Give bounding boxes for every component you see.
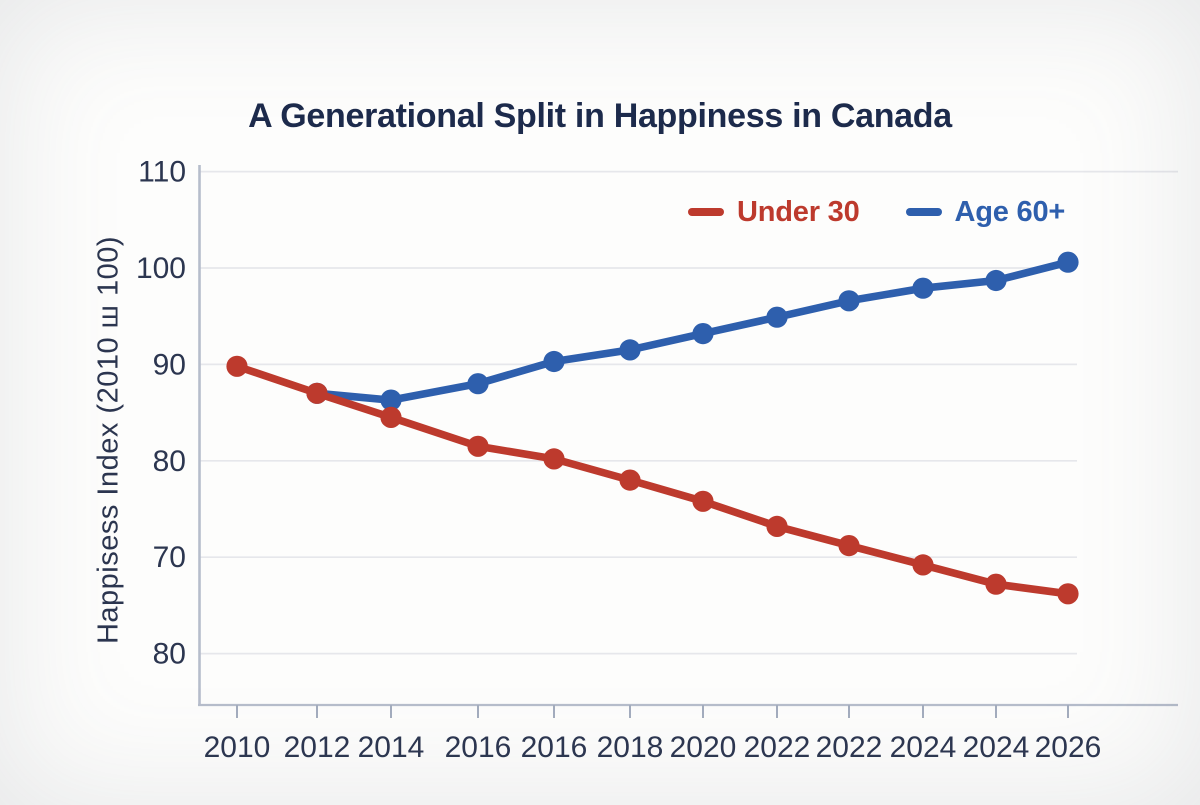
series-line (233, 362, 1072, 598)
x-tick-label: 2022 (816, 731, 883, 764)
data-point (306, 382, 328, 404)
series-age-60- (306, 251, 1079, 411)
x-tick-label: 2024 (890, 731, 957, 764)
y-tick-label: 70 (153, 541, 186, 574)
legend-swatch-under-30-icon (688, 208, 724, 216)
legend-item-under-30: Under 30 (688, 196, 860, 229)
legend-label-under-30: Under 30 (737, 195, 860, 228)
data-point (619, 339, 641, 361)
y-tick-label: 90 (153, 348, 186, 381)
x-tick-label: 2016 (521, 731, 588, 764)
data-point (543, 448, 565, 470)
x-tick-label: 2012 (284, 731, 351, 764)
y-tick-label: 80 (153, 445, 186, 478)
x-axis-labels: 2010 2012 2014 2016 2016 2018 2020 2022 2022 2024… (204, 731, 1102, 764)
data-point (766, 306, 788, 328)
series-line (313, 258, 1072, 404)
data-point (1057, 583, 1079, 605)
chart-title: A Generational Split in Happiness in Can… (248, 97, 952, 135)
data-point (467, 373, 489, 395)
x-tick-label: 2014 (358, 731, 425, 764)
y-tick-label: 100 (136, 252, 186, 285)
data-point (543, 350, 565, 373)
y-axis-labels: 110 100 90 80 70 80 (136, 156, 186, 671)
data-point (838, 535, 860, 557)
legend-label-age-60: Age 60+ (954, 195, 1066, 228)
gridlines (199, 170, 1178, 655)
data-point (912, 277, 934, 299)
data-point (467, 435, 489, 457)
x-tick-label: 2020 (670, 731, 737, 764)
x-axis-ticks (236, 705, 1069, 718)
data-point (226, 355, 248, 377)
data-point (912, 554, 934, 576)
y-tick-label: 110 (138, 156, 186, 189)
x-tick-label: 2016 (445, 731, 512, 764)
data-point (380, 389, 402, 411)
data-point (838, 290, 860, 312)
data-point (1057, 251, 1079, 273)
x-tick-label: 2026 (1035, 731, 1102, 764)
x-tick-label: 2018 (597, 731, 664, 764)
data-point (619, 469, 641, 491)
data-point (692, 490, 714, 512)
data-point (766, 515, 788, 538)
data-point (380, 406, 402, 428)
x-tick-label: 2022 (744, 731, 811, 764)
legend-swatch-age-60-icon (905, 208, 942, 216)
y-tick-label: 80 (153, 638, 186, 671)
legend-item-age-60: Age 60+ (905, 195, 1066, 229)
x-tick-label: 2010 (204, 731, 271, 764)
legend: Under 30 Age 60+ (688, 192, 1065, 232)
x-tick-label: 2024 (963, 731, 1030, 764)
data-point (985, 573, 1007, 595)
series-under-30 (226, 355, 1079, 605)
data-point (985, 269, 1007, 292)
data-point (692, 323, 714, 345)
